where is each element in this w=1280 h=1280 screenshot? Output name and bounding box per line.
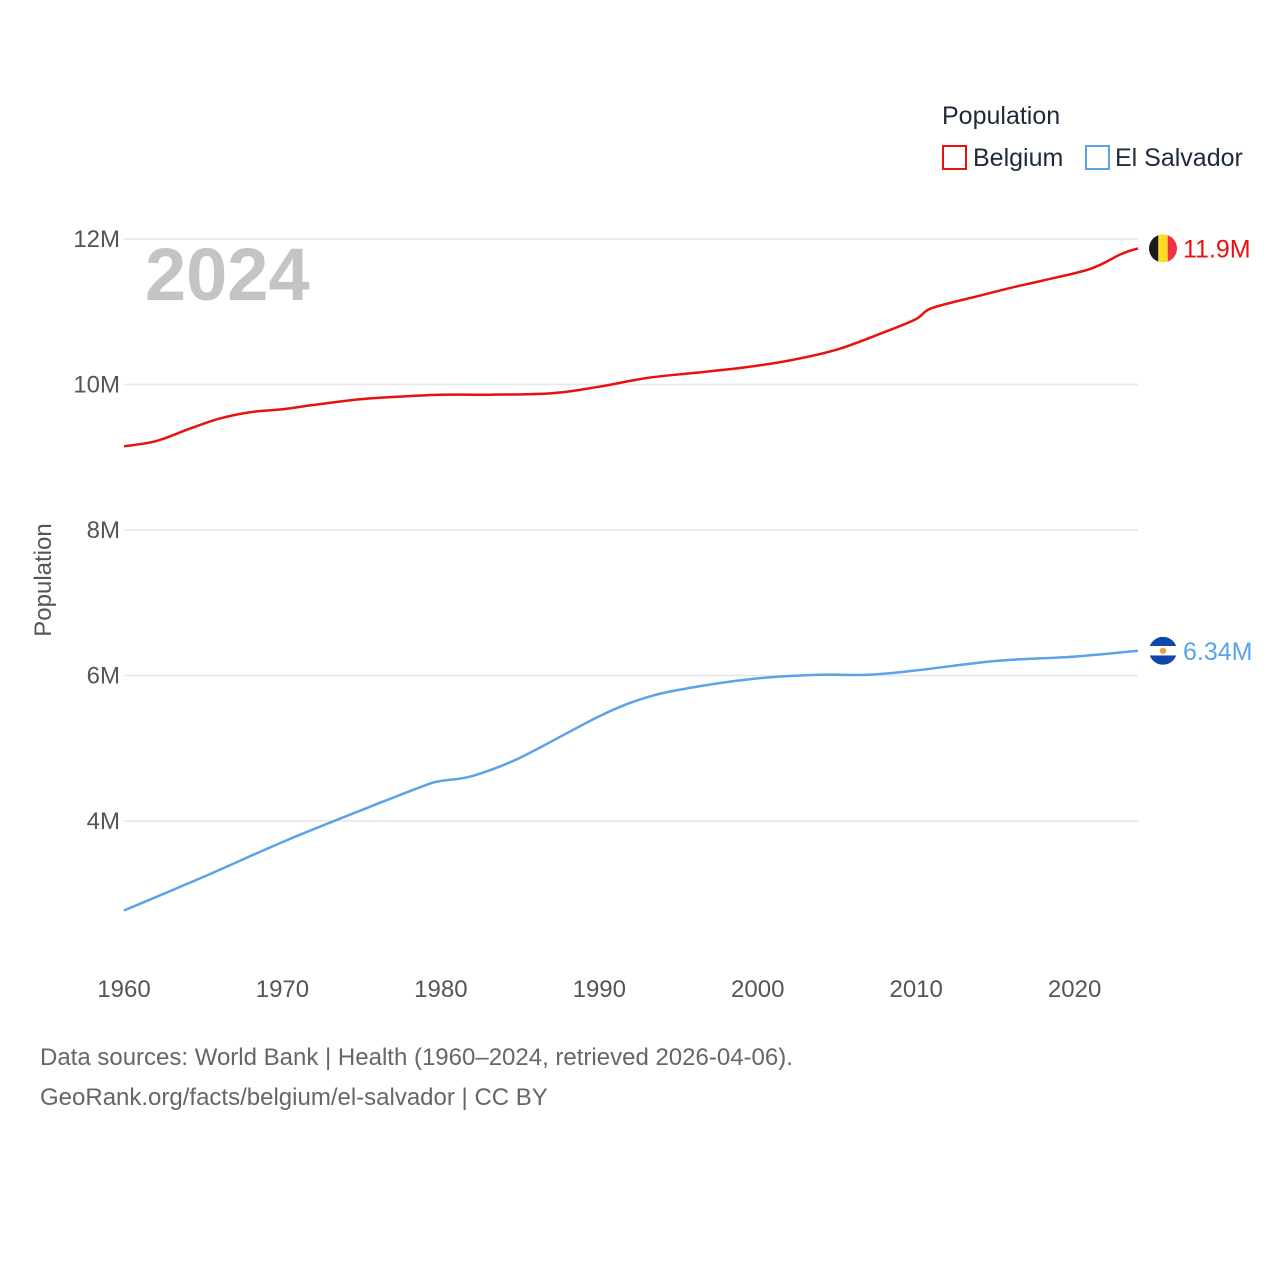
x-tick-label: 2020	[1048, 976, 1101, 1003]
series-lines	[123, 247, 1139, 912]
legend-item-belgium[interactable]: Belgium	[942, 144, 1063, 172]
el-salvador-flag-icon	[1149, 636, 1177, 665]
series-line-el-salvador	[123, 649, 1139, 912]
series-line-belgium	[123, 247, 1139, 448]
legend-item-el-salvador[interactable]: El Salvador	[1085, 144, 1243, 172]
caption-sources: Data sources: World Bank | Health (1960–…	[40, 1044, 793, 1071]
legend-swatch-el-salvador	[1085, 145, 1110, 170]
end-markers: 11.9M 6.34M	[1149, 234, 1252, 666]
legend-title: Population	[942, 102, 1060, 130]
x-axis-ticks: 1960 1970 1980 1990 2000 2010 2020	[97, 976, 1101, 1003]
legend: Population Belgium El Salvador	[942, 102, 1243, 172]
year-watermark: 2024	[145, 233, 310, 316]
y-tick-label: 12M	[73, 226, 120, 253]
x-tick-label: 1990	[573, 976, 626, 1003]
y-tick-label: 4M	[87, 808, 120, 835]
y-tick-label: 6M	[87, 663, 120, 690]
y-axis-label: Population	[30, 523, 57, 636]
legend-label-el-salvador: El Salvador	[1115, 144, 1243, 172]
x-tick-label: 2010	[889, 976, 942, 1003]
x-tick-label: 1960	[97, 976, 150, 1003]
y-tick-label: 10M	[73, 372, 120, 399]
end-label-el-salvador: 6.34M	[1183, 638, 1252, 666]
legend-swatch-belgium	[942, 145, 967, 170]
x-tick-label: 1970	[256, 976, 309, 1003]
x-tick-label: 2000	[731, 976, 784, 1003]
x-tick-label: 1980	[414, 976, 467, 1003]
y-axis-ticks: 4M 6M 8M 10M 12M	[73, 226, 120, 835]
legend-label-belgium: Belgium	[973, 144, 1063, 172]
end-label-belgium: 11.9M	[1183, 235, 1251, 263]
belgium-flag-icon	[1149, 234, 1177, 263]
grid-lines	[124, 238, 1138, 822]
caption-attribution: GeoRank.org/facts/belgium/el-salvador | …	[40, 1084, 548, 1111]
y-tick-label: 8M	[87, 517, 120, 544]
